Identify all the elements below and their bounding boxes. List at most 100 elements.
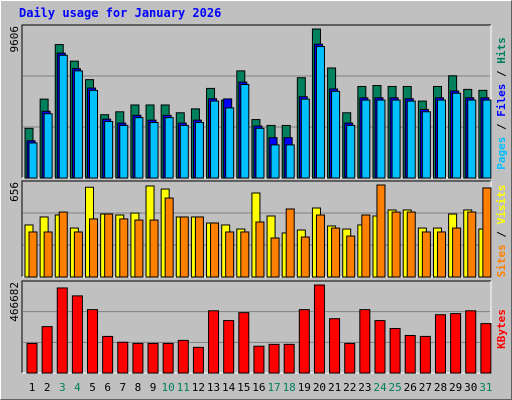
bar [421, 231, 431, 278]
bar [164, 117, 174, 179]
bar [344, 342, 356, 374]
bar [391, 99, 401, 179]
bar [331, 227, 341, 278]
bar [117, 341, 129, 374]
bar [119, 124, 129, 179]
bar [147, 342, 159, 374]
bar [238, 312, 250, 374]
x-tick-label: 25 [388, 381, 401, 394]
bar [240, 84, 250, 179]
x-tick-label: 7 [119, 381, 126, 394]
bar [71, 295, 83, 374]
bar [43, 113, 53, 179]
bar [315, 46, 325, 179]
bar [89, 218, 99, 278]
bar [436, 231, 446, 278]
bar [452, 227, 462, 278]
x-tick-label: 26 [404, 381, 417, 394]
bar [331, 90, 341, 179]
bar [58, 54, 68, 179]
panel-border-dark [21, 24, 491, 178]
bar [162, 342, 174, 374]
bar [285, 208, 295, 278]
bar [194, 122, 204, 179]
bar [270, 144, 280, 179]
y-max-label: 9606 [8, 26, 21, 53]
x-tick-label: 4 [74, 381, 81, 394]
x-tick-label: 13 [207, 381, 220, 394]
x-tick-label: 19 [298, 381, 311, 394]
x-tick-label: 16 [252, 381, 265, 394]
panel-border-dark [21, 280, 491, 373]
bar [315, 214, 325, 278]
bar [89, 89, 99, 179]
x-tick-label: 24 [373, 381, 387, 394]
bar [73, 231, 83, 278]
bar [132, 342, 144, 374]
bar [102, 335, 114, 374]
bar [43, 231, 53, 278]
bar [208, 310, 220, 374]
legend-entry: Sites [495, 244, 508, 277]
bar [210, 222, 220, 278]
bar [406, 211, 416, 278]
bar [179, 216, 189, 278]
bar [164, 197, 174, 278]
bar [134, 219, 144, 278]
bar [41, 326, 53, 374]
bar [361, 99, 371, 179]
legend-entry: Files [495, 84, 508, 117]
bar [283, 343, 295, 374]
bar [406, 100, 416, 179]
bar [73, 70, 83, 179]
bar [480, 323, 492, 374]
x-tick-label: 17 [267, 381, 280, 394]
bar [104, 213, 114, 278]
bar [359, 309, 371, 374]
bar [28, 231, 38, 278]
x-tick-label: 28 [434, 381, 447, 394]
bar [240, 231, 250, 278]
x-tick-label: 20 [313, 381, 326, 394]
x-tick-label: 18 [283, 381, 296, 394]
bar [298, 309, 310, 374]
legend-separator: / [495, 64, 508, 84]
bar [300, 98, 310, 179]
bar [421, 111, 431, 179]
x-tick-label: 22 [343, 381, 356, 394]
bar [177, 339, 189, 374]
x-tick-label: 21 [328, 381, 341, 394]
legend: Pages / Files / Hits [495, 37, 508, 170]
bar [270, 237, 280, 278]
bar [376, 184, 386, 278]
bar [26, 342, 38, 374]
legend-separator: / [495, 224, 508, 244]
bar [313, 284, 325, 374]
bar [346, 235, 356, 278]
bar [436, 99, 446, 179]
x-tick-label: 10 [162, 381, 175, 394]
legend: KBytes [495, 309, 508, 349]
bar [467, 211, 477, 278]
bar [58, 211, 68, 278]
panel-border-dark [21, 180, 491, 277]
y-max-label: 656 [8, 182, 21, 202]
bar [119, 218, 129, 278]
x-tick-label: 11 [177, 381, 190, 394]
x-tick-label: 12 [192, 381, 205, 394]
bar [404, 334, 416, 374]
bar [419, 335, 431, 374]
legend-separator: / [495, 117, 508, 137]
bar [346, 124, 356, 179]
bar [104, 121, 114, 179]
bar [225, 231, 235, 278]
x-tick-label: 29 [449, 381, 462, 394]
x-tick-label: 2 [44, 381, 51, 394]
bar [87, 309, 99, 374]
bar [374, 320, 386, 374]
bar [225, 107, 235, 179]
bar [255, 221, 265, 278]
legend-entry: KBytes [495, 309, 508, 349]
x-tick-label: 31 [479, 381, 492, 394]
